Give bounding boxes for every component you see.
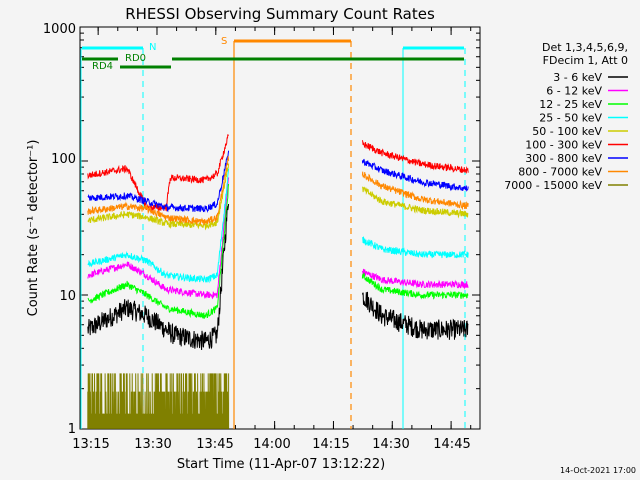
legend-entry-label: 800 - 7000 keV [518, 166, 602, 179]
series-line-0 [361, 291, 469, 340]
series-line-6 [87, 150, 230, 213]
y-tick-labels: 1 10 100 1000 [43, 22, 76, 437]
event-markers [80, 41, 466, 429]
legend-entry-label: 6 - 12 keV [546, 85, 602, 98]
x-axis-label: Start Time (11-Apr-07 13:12:22) [177, 457, 385, 472]
series-line-4 [87, 163, 230, 231]
date-stamp: 14-Oct-2021 17:00 [560, 466, 636, 475]
y-tick-label: 1000 [43, 22, 76, 37]
series-line-5 [361, 140, 469, 174]
saa-flag-label: S [221, 36, 227, 47]
plot-frame [79, 26, 481, 430]
night-flag-label: N [149, 42, 156, 53]
legend-header-line: Det 1,3,4,5,6,9, [542, 41, 628, 54]
y-axis-label: Count Rate (s⁻¹ detector⁻¹) [26, 140, 41, 317]
series-line-3 [362, 236, 469, 259]
x-tick-label: 13:45 [196, 437, 233, 452]
series-line-7 [87, 156, 230, 226]
series-line-1 [361, 268, 469, 290]
legend-entry-label: 7000 - 15000 keV [504, 179, 602, 192]
series-line-4 [361, 186, 469, 219]
x-tick-label: 13:15 [72, 437, 109, 452]
series-line-0 [87, 203, 230, 351]
data-series [87, 134, 469, 429]
status-flags: N S RD0 RD4 [82, 36, 464, 72]
x-tick-label: 14:30 [372, 437, 409, 452]
legend-entry-label: 12 - 25 keV [539, 98, 602, 111]
series-line-2 [87, 183, 230, 319]
legend-entry-label: 300 - 800 keV [525, 152, 602, 165]
series-line-3 [87, 168, 230, 284]
chart-title: RHESSI Observing Summary Count Rates [125, 5, 435, 23]
legend-entry-label: 50 - 100 keV [532, 125, 602, 138]
rd4-flag-label: RD4 [92, 61, 113, 72]
legend-entry-label: 3 - 6 keV [553, 71, 602, 84]
series-line-8 [87, 373, 230, 429]
y-tick-label: 10 [59, 289, 76, 304]
legend-header-line: FDecim 1, Att 0 [543, 54, 628, 67]
series-line-5 [87, 134, 229, 212]
x-tick-label: 14:00 [253, 437, 290, 452]
rd0-flag-label: RD0 [125, 53, 146, 64]
legend: Det 1,3,4,5,6,9, FDecim 1, Att 0 3 - 6 k… [504, 41, 628, 192]
legend-entry-label: 25 - 50 keV [539, 112, 602, 125]
x-tick-labels: 13:15 13:30 13:45 14:00 14:15 14:30 14:4… [72, 437, 470, 452]
legend-entry-label: 100 - 300 keV [525, 139, 602, 152]
y-tick-label: 1 [68, 422, 76, 437]
series-line-2 [361, 271, 469, 300]
x-tick-label: 14:15 [312, 437, 349, 452]
series-line-7 [361, 171, 469, 211]
y-tick-label: 100 [51, 152, 76, 167]
x-tick-label: 13:30 [134, 437, 171, 452]
series-line-6 [361, 158, 469, 192]
x-tick-label: 14:45 [433, 437, 470, 452]
series-line-1 [87, 177, 230, 300]
